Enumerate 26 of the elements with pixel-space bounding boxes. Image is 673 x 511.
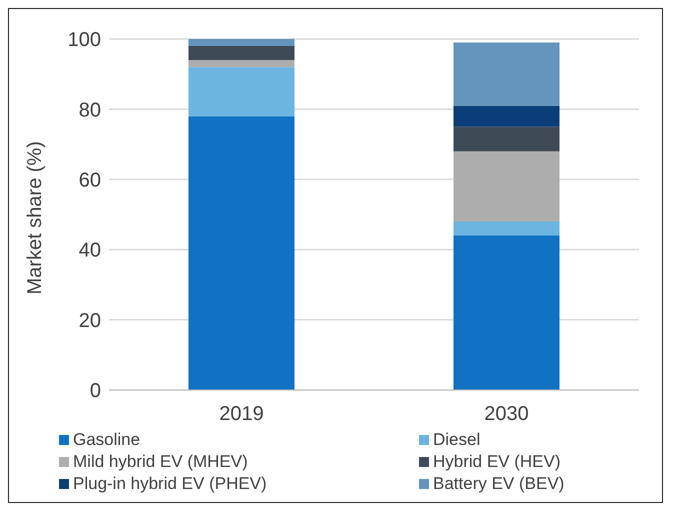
- y-axis-title: Market share (%): [24, 141, 46, 294]
- legend-label: Diesel: [433, 430, 480, 450]
- y-tick-label: 100: [68, 29, 101, 52]
- bar: [188, 46, 294, 60]
- bar: [454, 151, 560, 222]
- y-tick-label: 60: [78, 170, 101, 192]
- x-tick-label: 2019: [219, 403, 264, 426]
- legend-label: Gasoline: [73, 430, 140, 450]
- legend-label: Hybrid EV (HEV): [433, 452, 561, 472]
- bar: [454, 236, 560, 390]
- y-tick-label: 20: [78, 310, 101, 332]
- bar: [454, 222, 560, 236]
- bar: [454, 106, 560, 127]
- bar: [188, 39, 294, 46]
- y-tick-label: 0: [90, 380, 101, 402]
- bar: [454, 126, 560, 152]
- legend-label: Mild hybrid EV (MHEV): [73, 452, 248, 472]
- y-tick-label: 40: [78, 240, 101, 262]
- legend-label: Plug-in hybrid EV (PHEV): [73, 474, 267, 494]
- bar: [188, 116, 294, 390]
- bar: [188, 60, 294, 68]
- x-tick-label: 2030: [484, 403, 529, 426]
- bar: [454, 42, 560, 106]
- legend-label: Battery EV (BEV): [433, 474, 564, 494]
- y-tick-label: 80: [78, 99, 101, 122]
- bar: [188, 67, 294, 116]
